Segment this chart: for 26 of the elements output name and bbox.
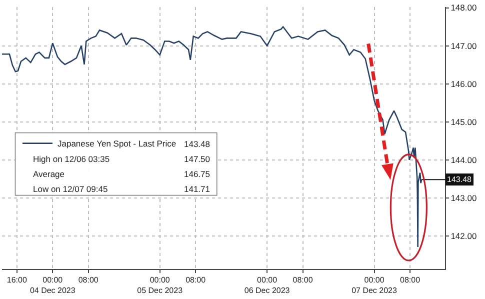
annotation: 141.71 [184, 184, 210, 194]
x-tick-label: 00:00 04 Dec 2023 [30, 276, 76, 295]
y-tick-label: 145.00 [450, 116, 477, 127]
y-tick-label: 144.00 [450, 154, 477, 165]
annotation: 143.48 [184, 139, 210, 149]
annotation: 143.48 [447, 175, 472, 184]
annotation: High on 12/06 03:35 [33, 154, 110, 164]
annotation: 146.75 [184, 169, 210, 179]
x-tick-label: 16:00 [6, 276, 28, 285]
annotation: 147.50 [184, 154, 210, 164]
y-tick-label: 148.00 [450, 2, 477, 13]
y-tick-label: 146.00 [450, 78, 477, 89]
y-tick-label: 143.00 [450, 192, 477, 203]
annotation: Low on 12/07 09:45 [33, 184, 108, 194]
y-tick-label: 142.00 [450, 230, 477, 241]
x-tick-label: 08:00 [186, 276, 206, 285]
annotation: Average [33, 169, 65, 179]
x-tick-label: 08:00 [400, 276, 421, 285]
line-series [2, 26, 422, 248]
x-tick-label: 08:00 [78, 276, 99, 285]
x-tick-label: 08:00 [292, 276, 314, 285]
x-tick-label: 00:00 07 Dec 2023 [352, 276, 398, 295]
y-tick-label: 147.00 [450, 40, 477, 51]
x-tick-label: 00:00 06 Dec 2023 [244, 276, 290, 295]
legend-label: Japanese Yen Spot - Last Price [58, 138, 176, 149]
x-tick-label: 00:00 05 Dec 2023 [137, 276, 184, 295]
